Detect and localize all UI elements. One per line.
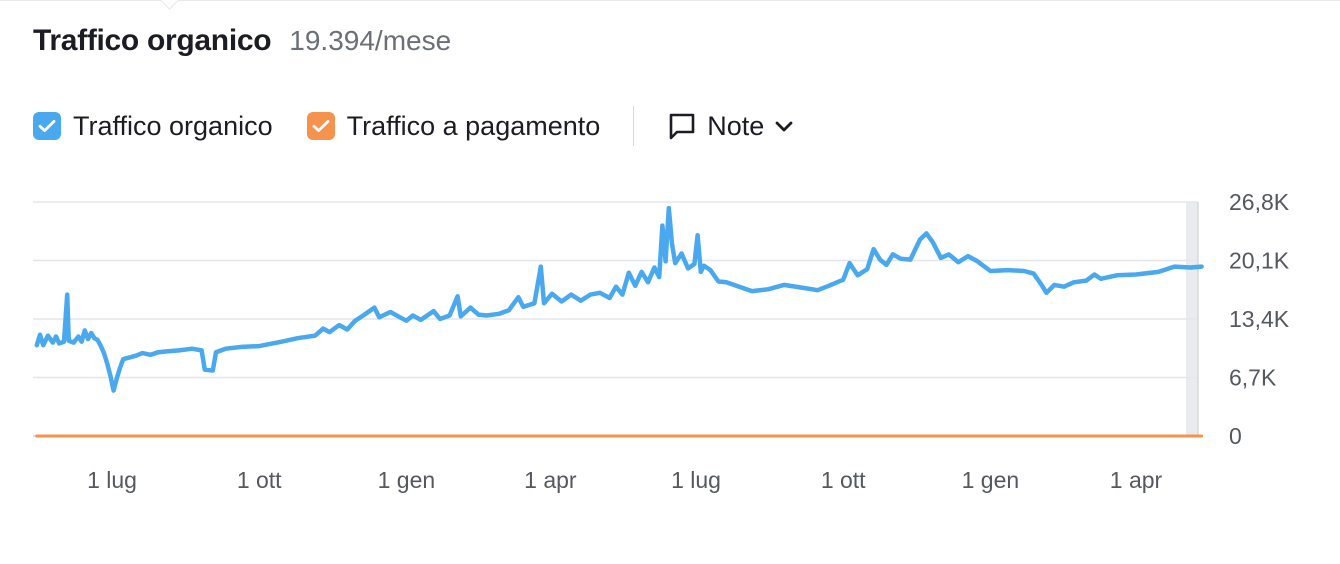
x-tick-label: 1 ott (821, 467, 866, 493)
widget-header: Traffico organico 19.394/mese (33, 24, 451, 58)
x-tick-label: 1 gen (378, 467, 436, 493)
legend-label-organic: Traffico organico (73, 110, 273, 141)
legend-divider (633, 106, 635, 146)
x-tick-label: 1 apr (524, 467, 577, 493)
top-border (0, 0, 1340, 1)
organic-checkbox[interactable] (33, 112, 61, 140)
chart-legend: Traffico organico Traffico a pagamento N… (33, 104, 794, 148)
legend-label-paid: Traffico a pagamento (346, 110, 601, 141)
notes-dropdown-button[interactable]: Note (667, 111, 794, 142)
y-axis-labels: 0 6,7K 13,4K 20,1K 26,8K (1229, 189, 1290, 449)
y-tick-label: 13,4K (1229, 306, 1290, 332)
x-tick-label: 1 ott (237, 467, 282, 493)
check-icon (312, 120, 330, 132)
organic-traffic-chart: 0 6,7K 13,4K 20,1K 26,8K 1 lug 1 ott 1 gen 1 ap… (33, 189, 1290, 493)
legend-item-paid[interactable]: Traffico a pagamento (306, 110, 601, 142)
y-tick-label: 0 (1229, 423, 1242, 449)
chart-series (34, 205, 1204, 438)
x-tick-label: 1 lug (671, 467, 721, 493)
legend-item-organic[interactable]: Traffico organico (33, 111, 273, 142)
notes-label: Note (707, 110, 765, 141)
paid-checkbox[interactable] (306, 112, 335, 140)
chart-gridlines (33, 201, 1199, 437)
x-tick-label: 1 lug (87, 467, 137, 493)
chevron-down-icon (775, 121, 793, 132)
monthly-traffic-value: 19.394/mese (289, 25, 452, 56)
check-icon (38, 120, 56, 132)
comment-icon (669, 113, 695, 140)
series-line-organic (34, 205, 1204, 393)
y-tick-label: 6,7K (1229, 365, 1277, 391)
x-tick-label: 1 gen (962, 467, 1020, 493)
widget-title: Traffico organico (33, 24, 272, 57)
y-tick-label: 20,1K (1229, 248, 1290, 274)
top-pointer (160, 0, 179, 10)
y-tick-label: 26,8K (1229, 189, 1290, 215)
x-axis-labels: 1 lug 1 ott 1 gen 1 apr 1 lug 1 ott 1 gen 1 apr (87, 467, 1162, 493)
x-tick-label: 1 apr (1110, 467, 1163, 493)
